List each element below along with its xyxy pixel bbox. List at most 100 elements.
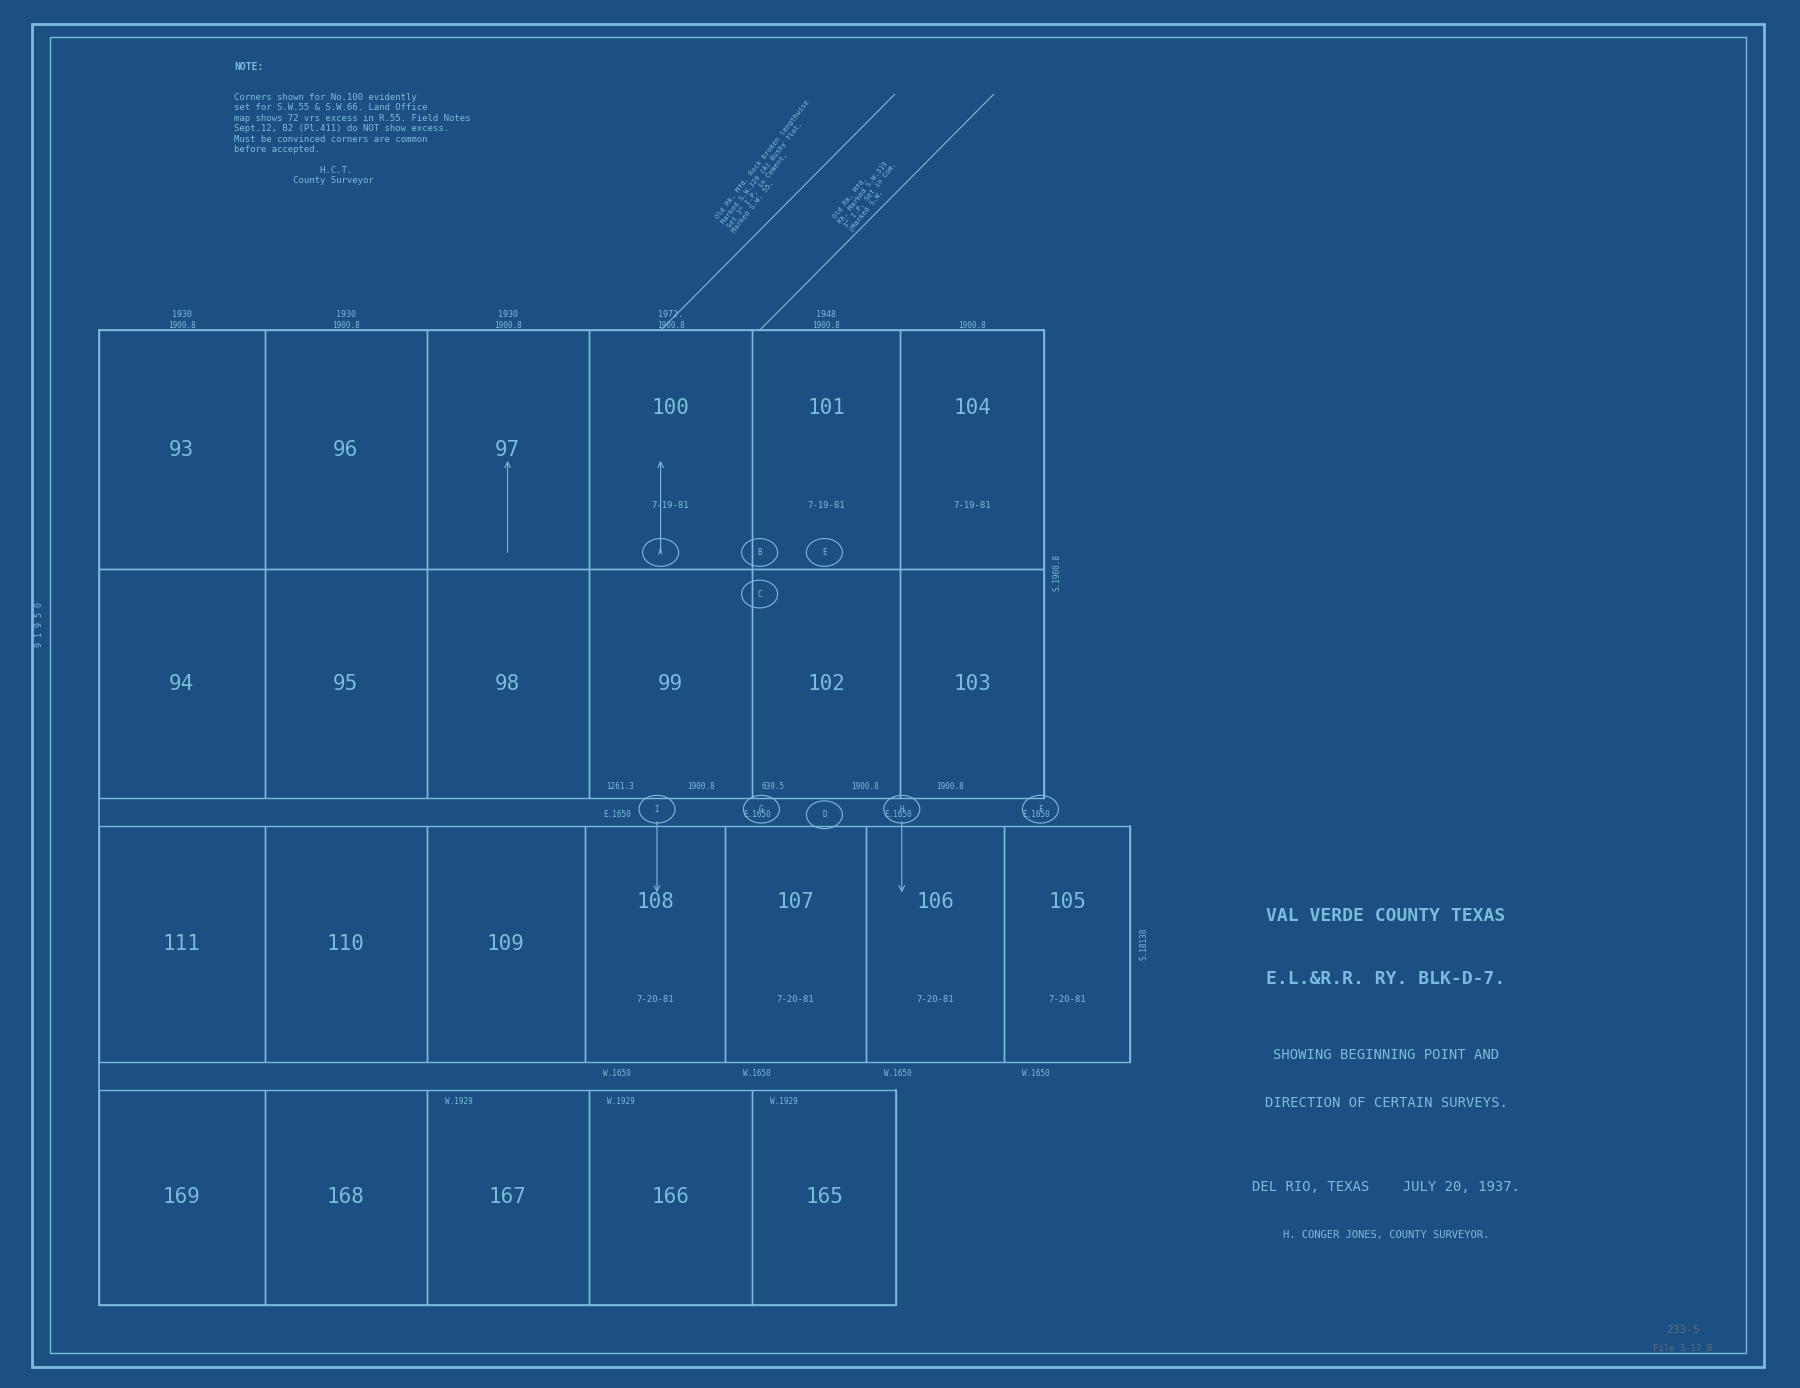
Text: 233-5: 233-5 — [1667, 1326, 1699, 1335]
Text: W.1929: W.1929 — [607, 1097, 634, 1105]
Bar — [589, 1090, 752, 1305]
Bar — [427, 826, 585, 1062]
Bar — [589, 569, 752, 798]
Text: 93: 93 — [169, 440, 194, 459]
Text: 1972.: 1972. — [659, 311, 682, 319]
Bar — [265, 1090, 427, 1305]
Text: 7-20-81: 7-20-81 — [1049, 995, 1085, 1004]
Text: 1261.3: 1261.3 — [607, 783, 634, 791]
Text: 1900.8: 1900.8 — [167, 321, 196, 330]
Bar — [900, 330, 1044, 569]
Text: S.1900.8: S.1900.8 — [1053, 554, 1062, 591]
Text: E.1650: E.1650 — [603, 811, 630, 819]
Text: 98: 98 — [495, 673, 520, 694]
Text: 105: 105 — [1048, 892, 1087, 912]
Text: 1900.8: 1900.8 — [493, 321, 522, 330]
Bar — [752, 1090, 896, 1305]
Text: 1948: 1948 — [815, 311, 837, 319]
Text: W.1929: W.1929 — [445, 1097, 472, 1105]
Text: 100: 100 — [652, 398, 689, 418]
Bar — [265, 569, 427, 798]
Text: VAL VERDE COUNTY TEXAS: VAL VERDE COUNTY TEXAS — [1267, 908, 1505, 924]
Bar — [866, 826, 1004, 1062]
Text: File 3-17 B: File 3-17 B — [1654, 1345, 1712, 1353]
Bar — [99, 330, 265, 569]
Text: W.1650: W.1650 — [884, 1069, 911, 1077]
Bar — [900, 569, 1044, 798]
Text: 101: 101 — [806, 398, 846, 418]
Text: 1900.8: 1900.8 — [657, 321, 684, 330]
Text: E: E — [823, 548, 826, 557]
Bar — [589, 330, 752, 569]
Text: 7-19-81: 7-19-81 — [808, 501, 844, 509]
Text: 1900.8: 1900.8 — [331, 321, 360, 330]
Text: I: I — [655, 805, 659, 813]
Text: 1930: 1930 — [335, 311, 356, 319]
Bar — [1004, 826, 1130, 1062]
Text: NOTE:: NOTE: — [234, 62, 263, 72]
Text: 106: 106 — [916, 892, 954, 912]
Text: 165: 165 — [805, 1187, 844, 1208]
Bar — [99, 826, 265, 1062]
Text: 169: 169 — [162, 1187, 202, 1208]
Text: Old Rk. Mfd. Rock broken lengthwise
Marked S.W.320 (A) Bushy flat.
Set 3" I.P. i: Old Rk. Mfd. Rock broken lengthwise Mark… — [715, 99, 828, 233]
Text: 110: 110 — [326, 934, 365, 954]
Text: 1900.8: 1900.8 — [812, 321, 841, 330]
Text: 103: 103 — [952, 673, 992, 694]
Text: DIRECTION OF CERTAIN SURVEYS.: DIRECTION OF CERTAIN SURVEYS. — [1265, 1097, 1507, 1110]
Text: 1900.8: 1900.8 — [936, 783, 963, 791]
Text: 9 1 9 5 0: 9 1 9 5 0 — [34, 602, 43, 647]
Text: 7-19-81: 7-19-81 — [652, 501, 689, 509]
Bar — [265, 330, 427, 569]
Text: Old Rk. Mfd.
Rk. Marked S.W.319
3" I.P. Set in Com.
(Marked S.W.: Old Rk. Mfd. Rk. Marked S.W.319 3" I.P. … — [832, 153, 904, 233]
Text: 166: 166 — [652, 1187, 689, 1208]
Text: SHOWING BEGINNING POINT AND: SHOWING BEGINNING POINT AND — [1273, 1048, 1499, 1062]
Text: Corners shown for No.100 evidently
set for S.W.55 & S.W.66. Land Office
map show: Corners shown for No.100 evidently set f… — [234, 93, 470, 185]
Text: 1930: 1930 — [497, 311, 518, 319]
Text: E.L.&R.R. RY. BLK-D-7.: E.L.&R.R. RY. BLK-D-7. — [1267, 970, 1505, 987]
Text: E.1650: E.1650 — [743, 811, 770, 819]
Text: W.1929: W.1929 — [770, 1097, 797, 1105]
Text: 1900.8: 1900.8 — [851, 783, 878, 791]
Text: 109: 109 — [486, 934, 526, 954]
Text: 99: 99 — [657, 673, 684, 694]
Text: 94: 94 — [169, 673, 194, 694]
Text: 1900.8: 1900.8 — [688, 783, 715, 791]
Text: A: A — [659, 548, 662, 557]
Text: 1930: 1930 — [171, 311, 193, 319]
Text: E.1650: E.1650 — [884, 811, 911, 819]
Text: S.18138: S.18138 — [1139, 927, 1148, 960]
Bar — [427, 569, 589, 798]
Text: D: D — [823, 811, 826, 819]
Bar — [99, 1090, 265, 1305]
Text: W.1650: W.1650 — [603, 1069, 630, 1077]
Text: W.1650: W.1650 — [743, 1069, 770, 1077]
Bar — [725, 826, 866, 1062]
Text: 7-20-81: 7-20-81 — [637, 995, 673, 1004]
Text: H: H — [900, 805, 904, 813]
Text: 7-19-81: 7-19-81 — [954, 501, 990, 509]
Text: 102: 102 — [806, 673, 846, 694]
Text: 1900.8: 1900.8 — [958, 321, 986, 330]
Bar — [265, 826, 427, 1062]
Text: DEL RIO, TEXAS    JULY 20, 1937.: DEL RIO, TEXAS JULY 20, 1937. — [1253, 1180, 1519, 1194]
Text: 639.5: 639.5 — [761, 783, 785, 791]
Bar — [585, 826, 725, 1062]
Text: 96: 96 — [333, 440, 358, 459]
Bar — [427, 1090, 589, 1305]
Text: F: F — [1039, 805, 1042, 813]
Bar — [99, 569, 265, 798]
Text: 111: 111 — [162, 934, 202, 954]
Text: 108: 108 — [635, 892, 675, 912]
Text: 168: 168 — [326, 1187, 365, 1208]
Text: 107: 107 — [776, 892, 815, 912]
Text: 95: 95 — [333, 673, 358, 694]
Text: H. CONGER JONES, COUNTY SURVEYOR.: H. CONGER JONES, COUNTY SURVEYOR. — [1283, 1230, 1489, 1241]
Text: B: B — [758, 548, 761, 557]
Text: 167: 167 — [488, 1187, 527, 1208]
Text: 7-20-81: 7-20-81 — [916, 995, 954, 1004]
Text: G: G — [760, 805, 763, 813]
Bar — [427, 330, 589, 569]
Text: C: C — [758, 590, 761, 598]
Bar — [752, 569, 900, 798]
